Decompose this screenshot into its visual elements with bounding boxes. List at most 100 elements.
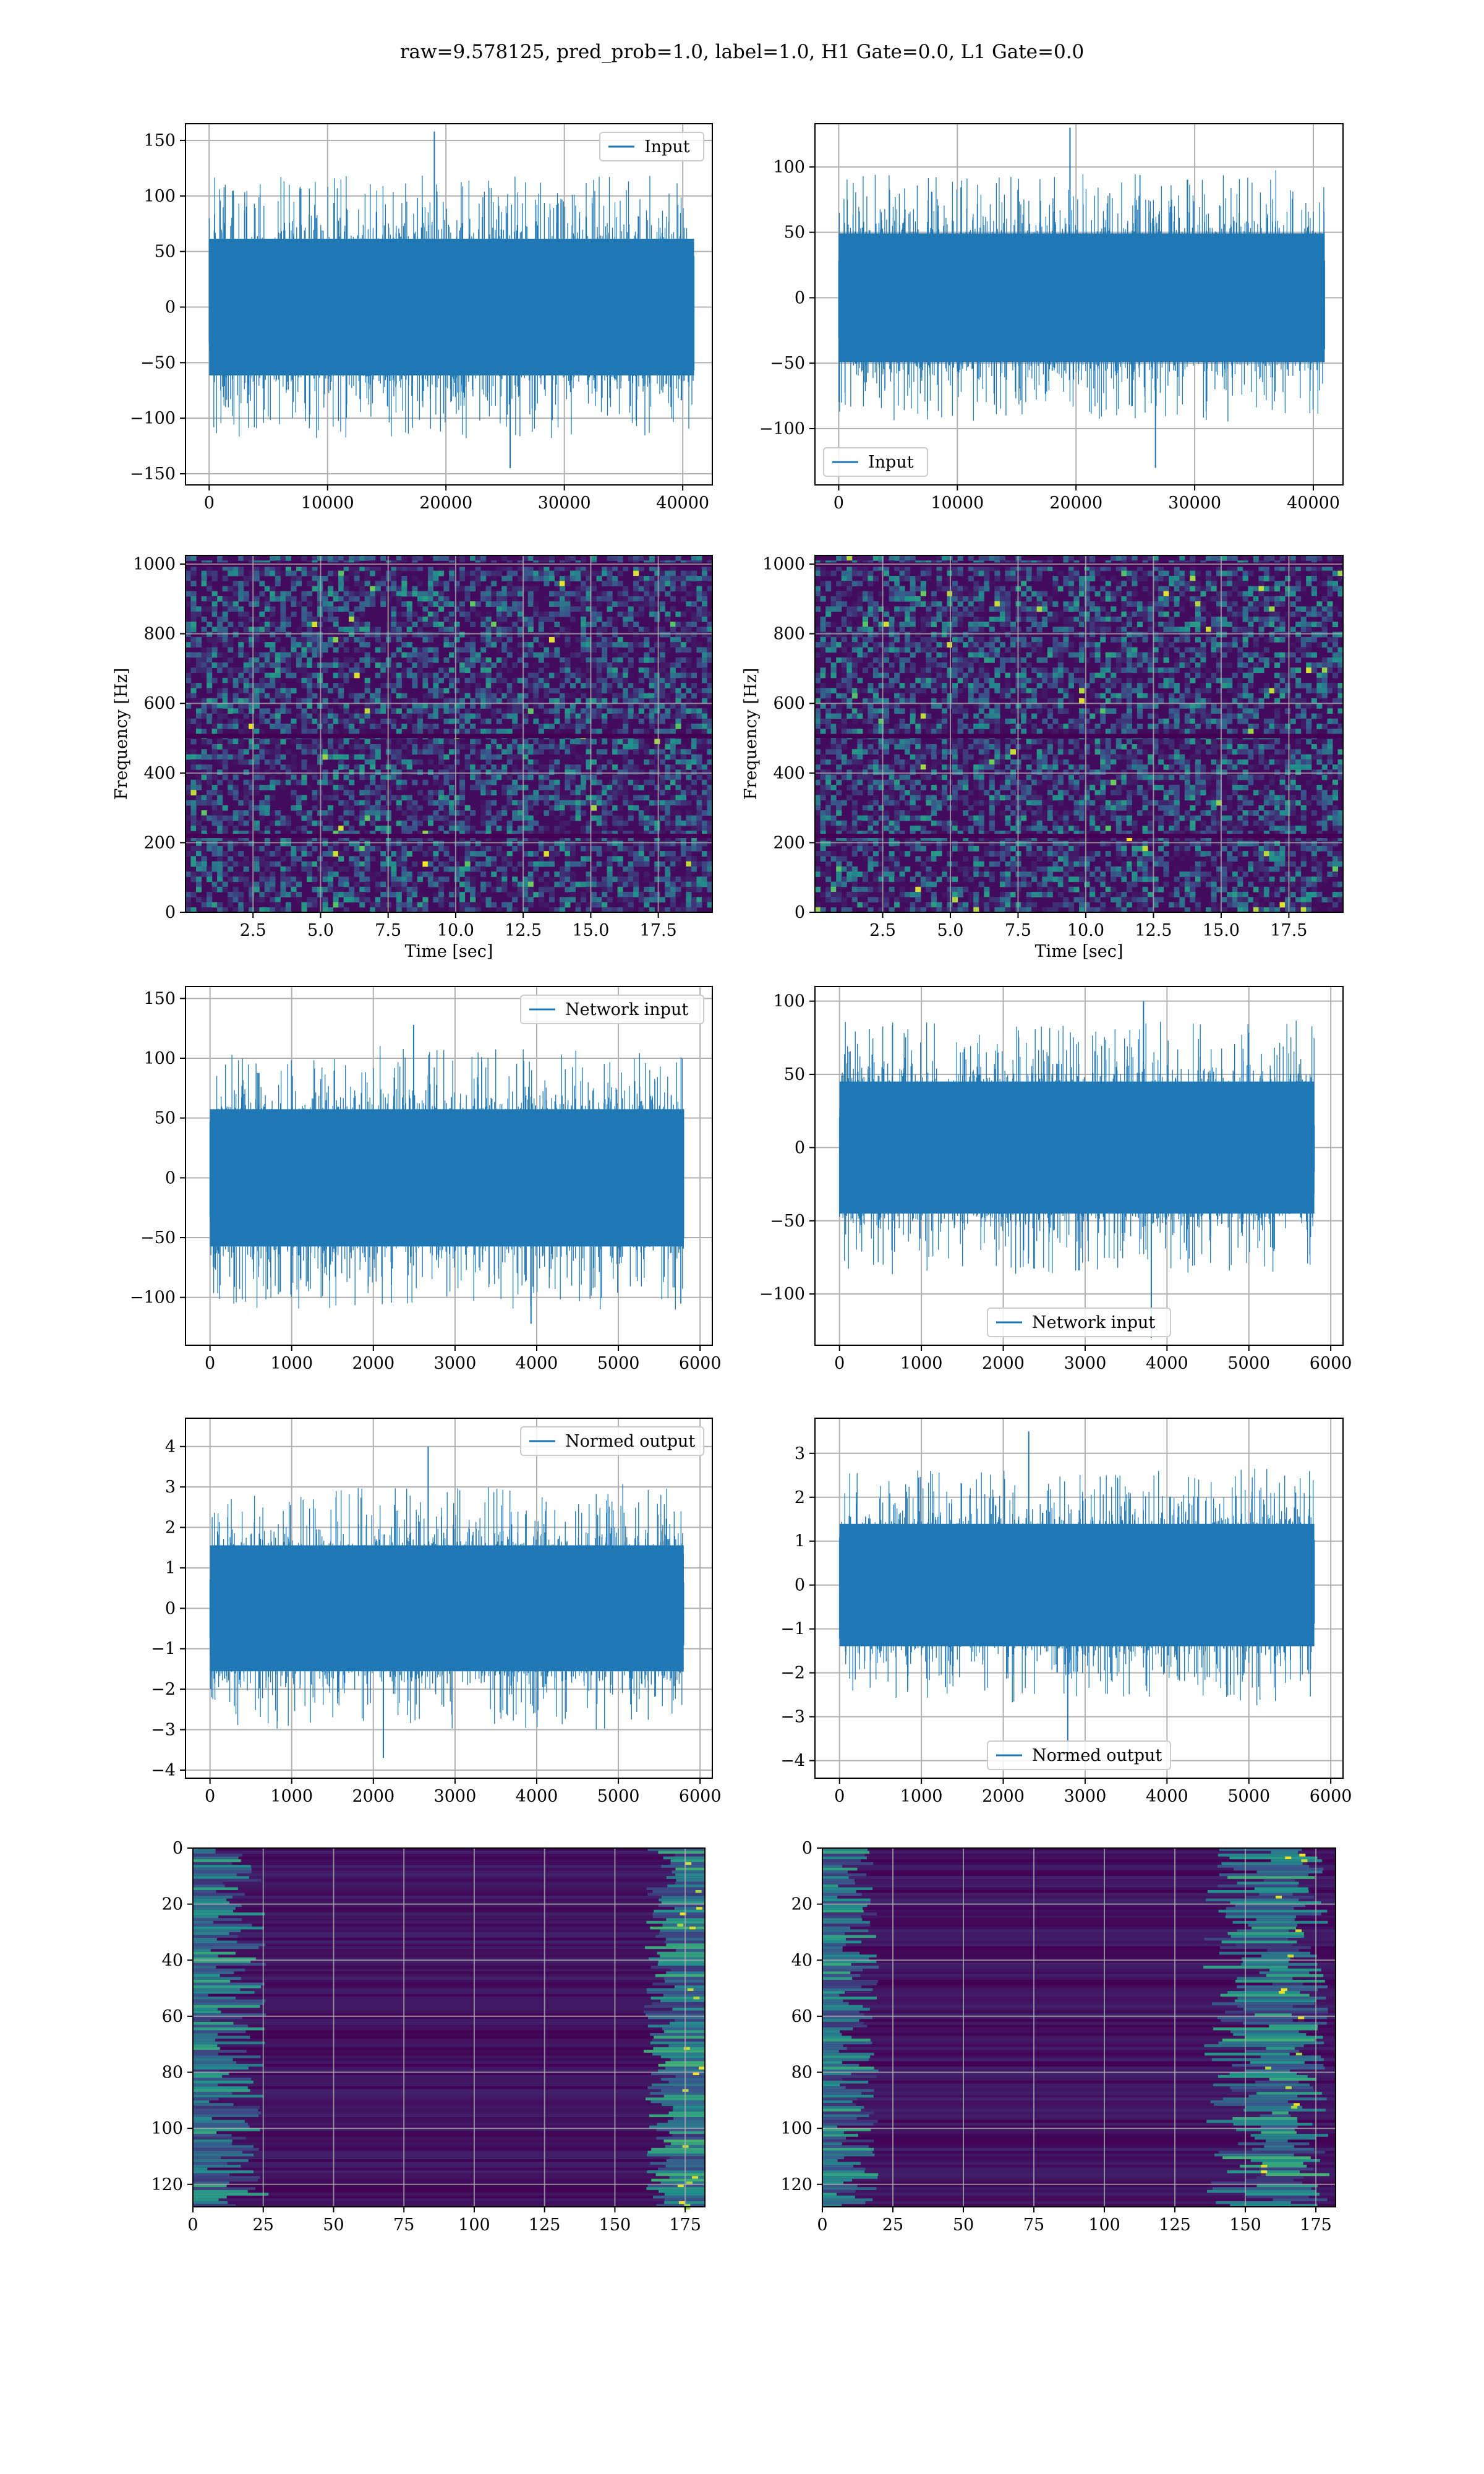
- y-tick-label: 3: [165, 1478, 176, 1497]
- series-dense-core: [838, 233, 1325, 362]
- grid-lines: [822, 1847, 1336, 2207]
- x-tick-label: 3000: [434, 1787, 477, 1806]
- chart-r5c2: 0 25 50 75 100 125 150 175 0 20 40 60 80 100 120: [780, 1839, 1336, 2235]
- x-tick-label: 2000: [982, 1787, 1025, 1806]
- y-tick-label: 3: [795, 1444, 805, 1463]
- figure-title: raw=9.578125, pred_prob=1.0, label=1.0, …: [399, 41, 1085, 63]
- y-tick-label: 200: [143, 833, 176, 852]
- legend: Input: [599, 132, 704, 161]
- x-tick-label: 6000: [1310, 1354, 1352, 1373]
- legend-box: [823, 447, 928, 477]
- y-tick-label: 20: [791, 1895, 812, 1914]
- x-tick-label: 6000: [1310, 1787, 1352, 1806]
- x-tick-label: 15.0: [572, 921, 609, 940]
- y-tick-label: −1: [151, 1640, 176, 1659]
- x-tick-label: 30000: [1168, 494, 1221, 513]
- x-tick-label: 0: [817, 2215, 827, 2235]
- y-tick-label: 150: [143, 131, 176, 150]
- y-tick-label: 0: [165, 1599, 176, 1618]
- y-tick-label: 0: [165, 903, 176, 922]
- x-tick-label: 4000: [1146, 1787, 1188, 1806]
- y-tick-label: 100: [143, 187, 176, 206]
- legend-box: [520, 1426, 704, 1456]
- y-tick-label: 0: [795, 903, 805, 922]
- x-tick-label: 7.5: [1005, 921, 1031, 940]
- legend-box: [520, 995, 704, 1024]
- x-tick-label: 4000: [516, 1354, 558, 1373]
- x-tick-label: 1000: [900, 1787, 943, 1806]
- x-tick-label: 2000: [352, 1354, 394, 1373]
- x-tick-label: 1000: [270, 1354, 313, 1373]
- y-tick-label: 80: [162, 2063, 183, 2082]
- x-tick-label: 25: [253, 2215, 274, 2235]
- chart-r1c2: 0 10000 20000 30000 40000 −100 −50 0 50 100 Input: [759, 123, 1344, 513]
- axes-frame: [814, 555, 1344, 913]
- y-tick-label: 0: [795, 1138, 805, 1157]
- y-tick-label: 800: [143, 625, 176, 644]
- x-tick-label: 150: [599, 2215, 631, 2235]
- x-tick-label: 0: [834, 494, 844, 513]
- x-tick-label: 10000: [931, 494, 984, 513]
- x-tick-label: 5000: [1227, 1787, 1270, 1806]
- x-tick-label: 10000: [301, 494, 354, 513]
- legend: Normed output: [987, 1740, 1171, 1770]
- x-tick-label: 0: [205, 1787, 215, 1806]
- x-tick-label: 10.0: [437, 921, 474, 940]
- axes-frame: [822, 1847, 1336, 2207]
- y-tick-label: 50: [155, 242, 176, 262]
- y-tick-label: 2: [165, 1518, 176, 1538]
- y-tick-label: 120: [151, 2175, 183, 2194]
- chart-r4c2: 0 1000 2000 3000 4000 5000 6000 −4 −3 −2 −1 0 1 2 3 Nor…: [780, 1418, 1352, 1806]
- chart-r5c1: 0 25 50 75 100 125 150 175 0 20 40 60 80 100 120: [151, 1839, 706, 2235]
- x-tick-label: 40000: [656, 494, 709, 513]
- y-tick-label: −3: [780, 1708, 805, 1727]
- x-tick-label: 15.0: [1203, 921, 1240, 940]
- x-tick-label: 6000: [679, 1354, 722, 1373]
- x-tick-label: 10.0: [1067, 921, 1104, 940]
- legend-label: Network input: [565, 1000, 688, 1019]
- y-tick-label: 0: [173, 1839, 183, 1858]
- featuremap-rows: [822, 1848, 1336, 2207]
- x-tick-label: 5000: [597, 1787, 640, 1806]
- y-tick-label: 1: [795, 1532, 805, 1551]
- x-tick-label: 0: [834, 1787, 845, 1806]
- legend-label: Input: [644, 137, 690, 156]
- legend-label: Input: [868, 453, 914, 472]
- spectrogram-dark-line: [815, 734, 1343, 738]
- x-tick-label: 7.5: [375, 921, 401, 940]
- chart-r4c1: 0 1000 2000 3000 4000 5000 6000 −4 −3 −2 −1 0 1 2 3 4 No…: [151, 1418, 722, 1806]
- y-tick-label: 600: [143, 694, 176, 713]
- y-axis-label: Frequency [Hz]: [112, 668, 131, 800]
- series-dense-core: [210, 1109, 684, 1247]
- y-tick-label: 20: [162, 1895, 183, 1914]
- y-tick-label: −150: [130, 464, 176, 484]
- spectrogram-dark-line: [186, 734, 712, 738]
- y-tick-label: 100: [143, 1049, 176, 1068]
- x-tick-label: 75: [1023, 2215, 1044, 2235]
- x-tick-label: 5000: [597, 1354, 640, 1373]
- x-tick-label: 12.5: [1135, 921, 1172, 940]
- x-tick-label: 5.0: [307, 921, 334, 940]
- x-tick-label: 12.5: [505, 921, 542, 940]
- x-tick-label: 40000: [1287, 494, 1340, 513]
- y-tick-label: −4: [151, 1761, 176, 1780]
- axes-frame: [814, 1418, 1344, 1779]
- y-tick-label: 0: [795, 288, 805, 307]
- y-tick-label: −4: [780, 1752, 805, 1771]
- axes-frame: [814, 123, 1344, 486]
- y-tick-label: −2: [151, 1680, 176, 1699]
- y-tick-label: 0: [795, 1576, 805, 1595]
- y-tick-label: 50: [784, 223, 805, 242]
- y-tick-label: 0: [165, 1168, 176, 1188]
- y-tick-label: 120: [780, 2175, 812, 2194]
- x-axis-label: Time [sec]: [1035, 942, 1124, 961]
- y-tick-label: 400: [143, 764, 176, 783]
- x-tick-label: 1000: [270, 1787, 313, 1806]
- featuremap-rows: [193, 1848, 706, 2210]
- y-tick-label: 150: [143, 989, 176, 1008]
- x-tick-label: 30000: [538, 494, 591, 513]
- legend-label: Normed output: [565, 1432, 695, 1451]
- legend-label: Normed output: [1032, 1746, 1162, 1765]
- y-tick-label: 80: [791, 2063, 812, 2082]
